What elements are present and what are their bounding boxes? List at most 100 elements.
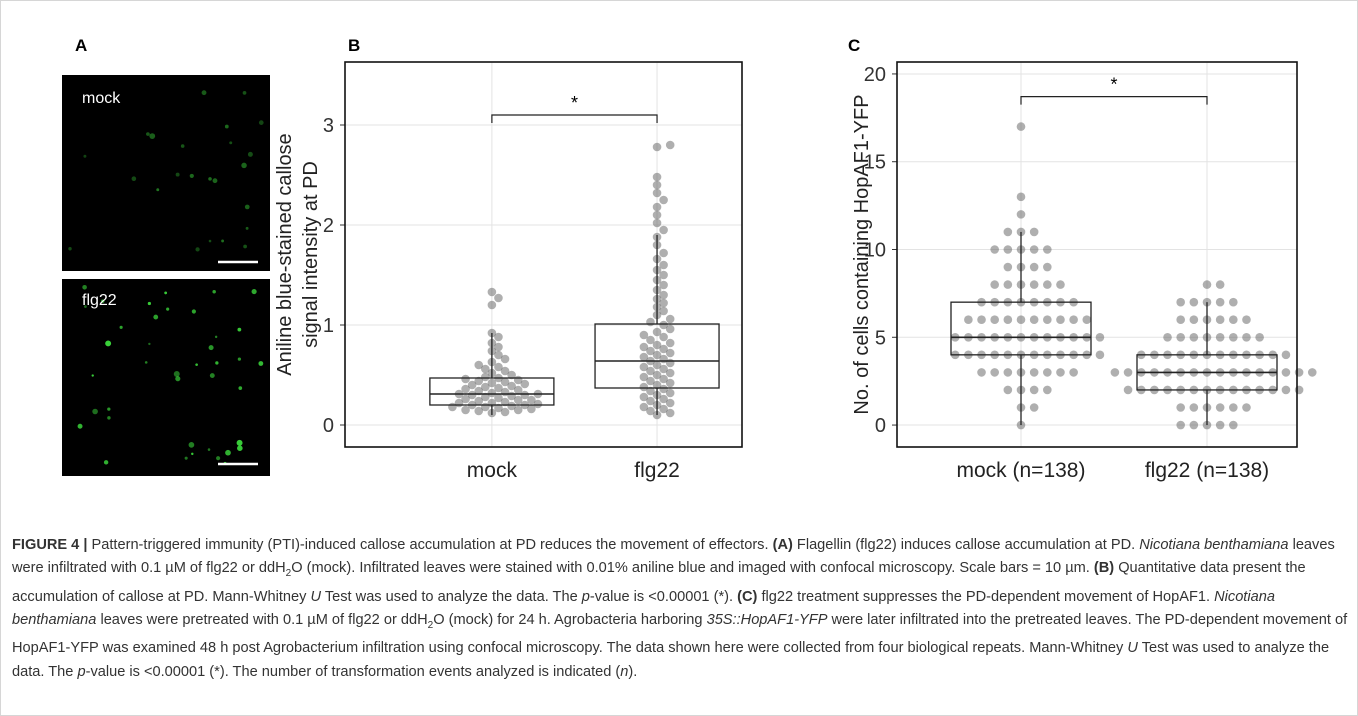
data-point [964, 315, 973, 325]
data-point [500, 397, 510, 407]
signal-dot [175, 172, 180, 177]
caption-text: Pattern-triggered immunity (PTI)-induced… [87, 537, 773, 553]
data-point [500, 366, 510, 376]
significance-label: * [1110, 75, 1117, 95]
data-point [1110, 368, 1120, 377]
data-point [646, 376, 655, 386]
data-point [461, 384, 470, 394]
data-point [652, 180, 662, 190]
data-point [659, 248, 668, 258]
data-point [1016, 315, 1026, 325]
plot-frame [896, 61, 1298, 448]
signal-dot [166, 307, 170, 311]
data-point [652, 188, 662, 198]
x-tick-label: mock [467, 459, 518, 482]
data-point [659, 320, 668, 330]
data-point [481, 382, 490, 392]
data-point [494, 403, 503, 413]
data-point [494, 393, 503, 403]
caption-text: Flagellin (flg22) induces callose accumu… [792, 537, 1140, 553]
signal-dot [251, 288, 257, 295]
signal-dot [68, 247, 72, 251]
significance-bracket [491, 114, 658, 123]
data-point [659, 280, 668, 290]
data-point [1229, 403, 1238, 412]
data-point [1095, 332, 1105, 342]
data-point [1176, 403, 1185, 412]
data-point [1215, 280, 1225, 289]
data-point [1281, 368, 1291, 377]
signal-dot [82, 284, 87, 290]
caption-text: (A) [772, 537, 793, 553]
data-point [1176, 332, 1185, 342]
data-point [665, 388, 675, 398]
data-point [1003, 385, 1013, 395]
signal-dot [175, 376, 181, 382]
signal-dot [153, 314, 159, 320]
data-point [1016, 192, 1026, 202]
signal-dot [245, 226, 249, 230]
data-point [1242, 403, 1251, 412]
signal-dot [225, 449, 231, 456]
data-point [1215, 420, 1225, 430]
caption-text: 35S::HopAF1-YFP [706, 612, 828, 629]
data-point [665, 324, 675, 334]
data-point [659, 394, 668, 404]
data-point [1029, 385, 1039, 395]
signal-dot [214, 335, 218, 339]
signal-dot [173, 371, 180, 377]
caption-text: ). [628, 663, 638, 680]
data-point [1069, 368, 1078, 377]
caption-text: leaves were infiltrated with 0.1 µM of f… [12, 537, 1335, 577]
data-point [527, 395, 536, 405]
data-point [1229, 420, 1238, 430]
data-point [474, 360, 484, 370]
data-point [646, 396, 655, 406]
data-point [487, 388, 497, 398]
data-point [481, 364, 490, 374]
caption-text: leaves were pretreated with 0.1 µM of fl… [96, 612, 428, 629]
caption-text: flg22 treatment suppresses the PD-depend… [757, 588, 1215, 605]
data-point [520, 390, 530, 400]
data-point [1215, 403, 1225, 412]
data-point [1189, 332, 1199, 342]
caption-text: 2 [285, 568, 292, 580]
data-point [520, 379, 530, 389]
panel-label: B [348, 36, 360, 55]
signal-dot [191, 452, 194, 456]
data-point [1003, 368, 1013, 377]
x-tick-label: flg22 [634, 459, 680, 482]
data-point [1229, 332, 1238, 342]
data-point [1215, 315, 1225, 325]
signal-dot [243, 244, 247, 249]
data-point [487, 287, 497, 297]
data-point [646, 346, 655, 356]
data-point [494, 342, 503, 352]
data-point [652, 370, 662, 380]
data-point [659, 270, 668, 280]
data-point [990, 368, 999, 377]
data-point [1082, 315, 1092, 325]
data-point [1003, 315, 1013, 325]
caption-text: Quantitative data present the accumulati… [12, 560, 1306, 605]
data-point [487, 378, 497, 388]
data-point [1003, 245, 1013, 254]
data-point [1029, 368, 1039, 377]
signal-dot [195, 247, 200, 252]
data-point [646, 406, 655, 416]
data-point [665, 314, 675, 324]
data-point [1029, 315, 1039, 325]
signal-dot [195, 363, 198, 367]
signal-dot [236, 439, 243, 446]
caption-text: n [620, 663, 629, 680]
caption-text: Nicotiana benthamiana [1139, 537, 1289, 553]
data-point [665, 338, 675, 348]
signal-dot [164, 291, 168, 295]
data-point [1029, 227, 1039, 237]
signal-dot [101, 299, 105, 303]
data-point [652, 360, 662, 370]
signal-dot [237, 445, 243, 451]
data-point [474, 406, 484, 416]
signal-dot [147, 301, 152, 306]
